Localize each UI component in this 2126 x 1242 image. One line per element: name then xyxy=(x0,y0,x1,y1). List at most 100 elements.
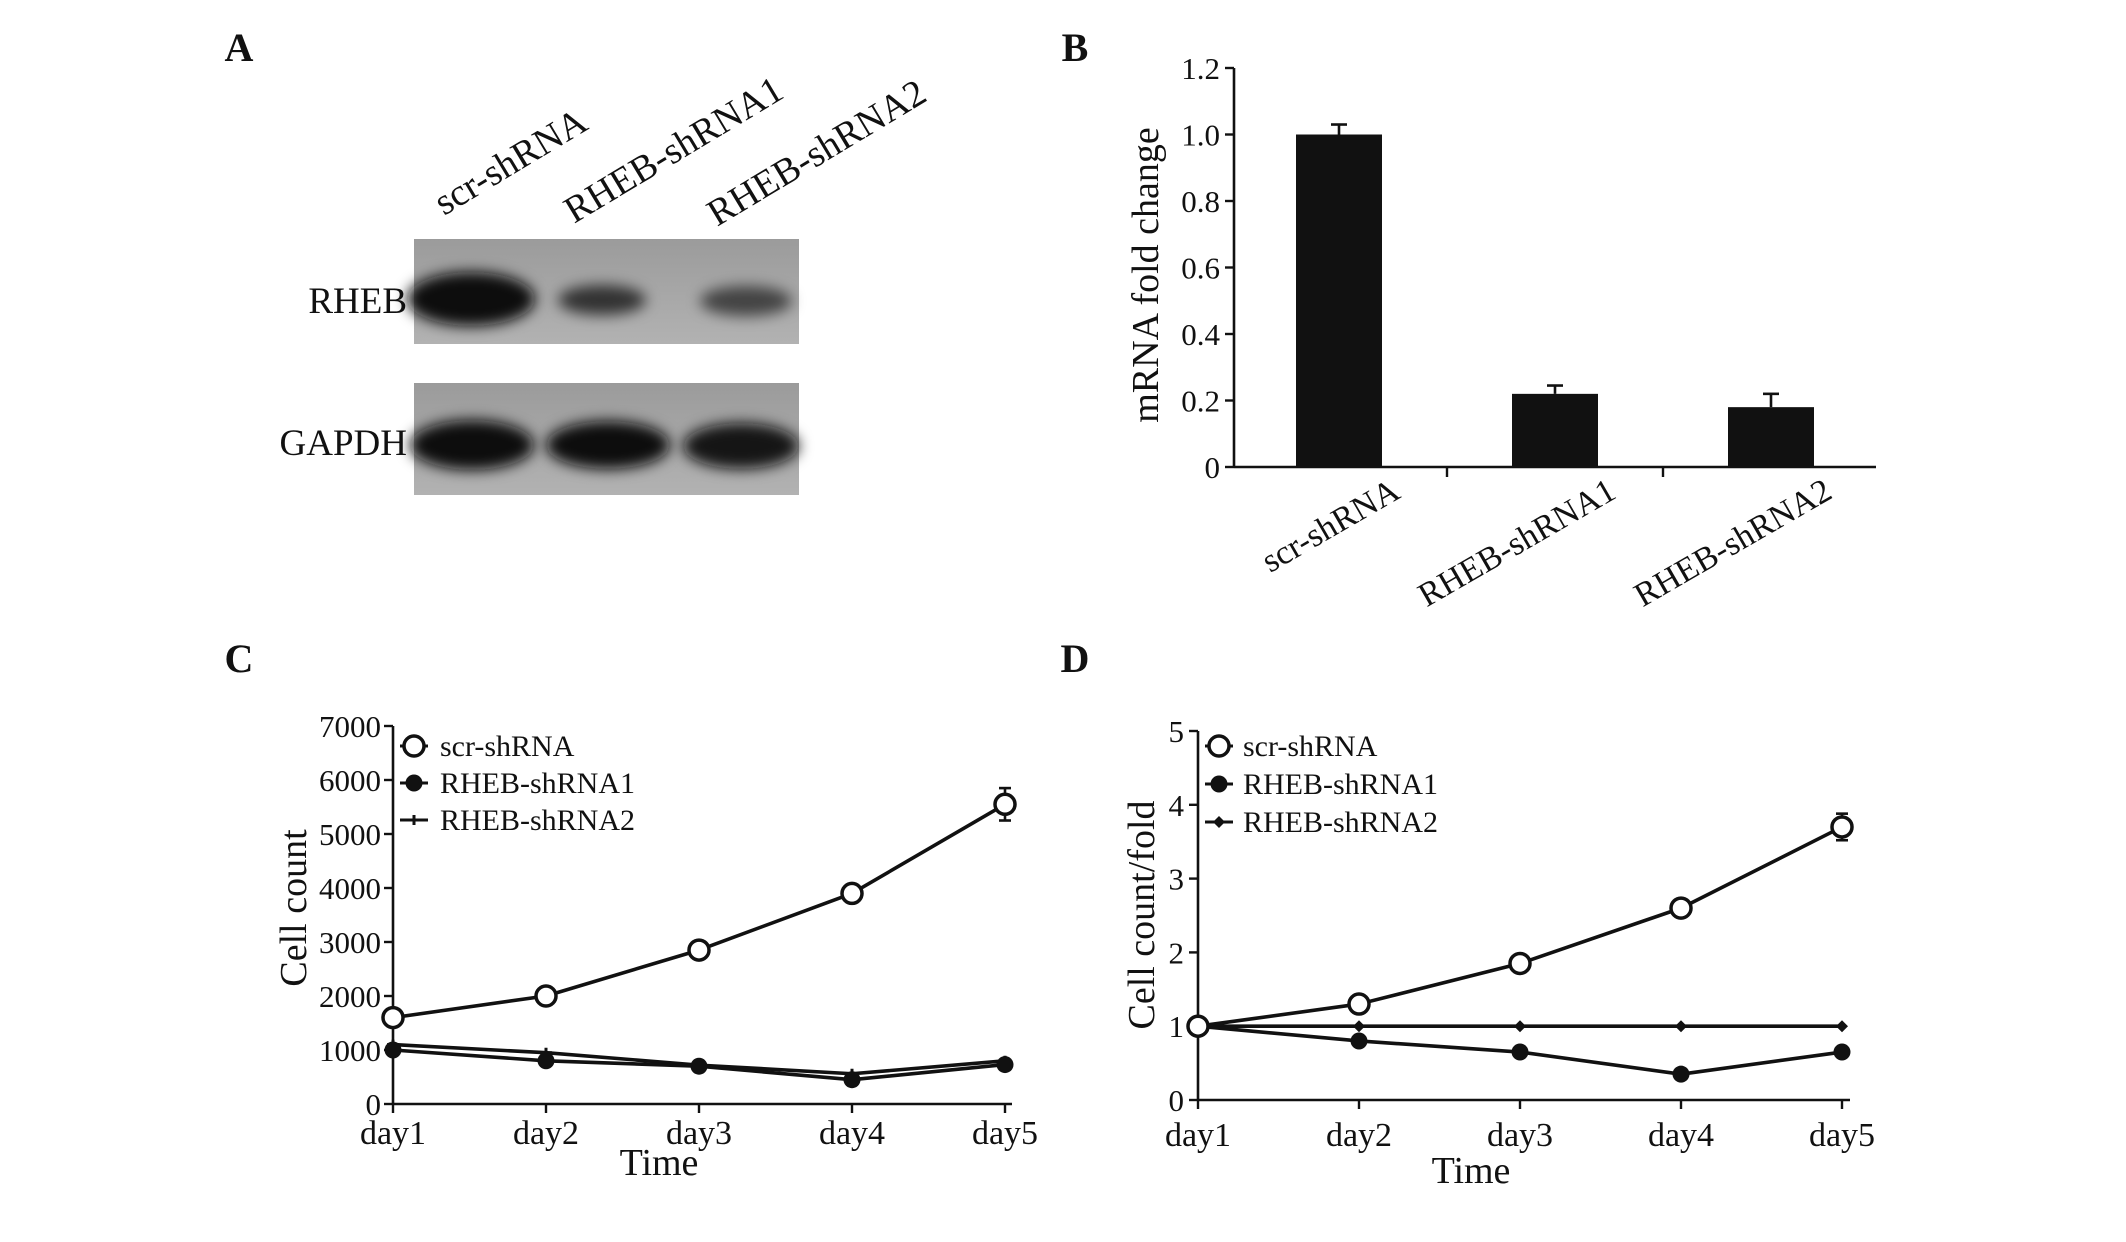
marker-filled-circle xyxy=(537,1052,555,1070)
x-tick-label: day3 xyxy=(666,1115,732,1152)
marker-open-circle xyxy=(534,984,558,1008)
marker-filled-circle xyxy=(1672,1065,1690,1083)
y-tick-label: 0.6 xyxy=(1181,251,1220,286)
legend-label: RHEB-shRNA2 xyxy=(440,804,635,837)
line-chart-plot: 0 1 2 3 4 5 day1 day2 day3 day4 day5 scr-shRNA RHEB-… xyxy=(1165,714,1875,1154)
legend-item: RHEB-shRNA1 xyxy=(1205,768,1438,801)
blot-band xyxy=(558,285,646,315)
marker-filled-circle xyxy=(843,1071,861,1089)
marker-filled-circle xyxy=(1210,775,1228,793)
y-tick-label: 7000 xyxy=(319,709,381,744)
y-tick-label: 1 xyxy=(1169,1009,1185,1044)
marker-diamond xyxy=(1836,1020,1848,1033)
blot-strip-rheb xyxy=(407,239,799,344)
x-tick-label: day5 xyxy=(1809,1117,1875,1154)
x-tick-label: day2 xyxy=(1326,1117,1392,1154)
y-axis-title: Cell count xyxy=(273,829,315,987)
legend-item: RHEB-shRNA2 xyxy=(1205,806,1438,839)
legend-label: scr-shRNA xyxy=(1243,730,1378,763)
y-tick-label: 0 xyxy=(366,1087,382,1122)
marker-filled-circle xyxy=(996,1056,1014,1074)
legend-item: RHEB-shRNA2 xyxy=(400,804,635,837)
marker-open-circle xyxy=(402,734,426,758)
y-tick-label: 4000 xyxy=(319,871,381,906)
x-axis-title: Time xyxy=(620,1142,699,1184)
legend: scr-shRNA RHEB-shRNA1 RHEB-shRNA2 xyxy=(1205,730,1438,839)
marker-open-circle xyxy=(1186,1014,1210,1038)
y-tick-label: 6000 xyxy=(319,763,381,798)
marker-filled-circle xyxy=(690,1057,708,1075)
blot-band xyxy=(700,286,792,316)
y-tick-label: 0.2 xyxy=(1181,384,1220,419)
legend-item: scr-shRNA xyxy=(1205,730,1378,763)
x-axis-title: Time xyxy=(1432,1150,1511,1192)
panel-letter-c: C xyxy=(225,636,254,681)
marker-open-circle xyxy=(1508,951,1532,976)
x-tick-label: day4 xyxy=(819,1115,885,1152)
marker-filled-circle xyxy=(1511,1043,1529,1061)
panel-c: C Cell count Time 0 1000 2000 3000 4000 5000 6… xyxy=(225,636,1038,1184)
legend: scr-shRNA RHEB-shRNA1 RHEB-shRNA2 xyxy=(400,730,635,837)
y-axis-title: mRNA fold change xyxy=(1125,127,1167,423)
blot-row-label-rheb: RHEB xyxy=(308,281,407,322)
y-tick-label: 3000 xyxy=(319,925,381,960)
y-tick-label: 1.2 xyxy=(1181,51,1220,86)
x-tick-label: day2 xyxy=(513,1115,579,1152)
blot-band xyxy=(407,272,535,326)
blot-band xyxy=(546,421,670,469)
blot-row-label-gapdh: GAPDH xyxy=(280,423,407,464)
panel-letter-b: B xyxy=(1062,25,1089,70)
legend-item: scr-shRNA xyxy=(400,730,575,763)
y-tick-label: 1000 xyxy=(319,1033,381,1068)
line-chart-plot: 0 1000 2000 3000 4000 5000 6000 7000 day1 day2 day… xyxy=(319,709,1038,1152)
panel-d: D Cell count/fold Time 0 1 2 3 4 5 day1 day2 day… xyxy=(1061,636,1875,1192)
marker-filled-circle xyxy=(384,1041,402,1059)
y-tick-label: 0.4 xyxy=(1181,317,1220,352)
y-tick-label: 0.8 xyxy=(1181,184,1220,219)
marker-filled-circle xyxy=(405,774,423,792)
y-tick-label: 0 xyxy=(1169,1083,1185,1118)
marker-diamond xyxy=(1514,1020,1526,1033)
y-tick-label: 5000 xyxy=(319,817,381,852)
marker-open-circle xyxy=(1669,896,1693,920)
y-tick-label: 4 xyxy=(1169,788,1185,823)
y-tick-label: 2000 xyxy=(319,979,381,1014)
legend-item: RHEB-shRNA1 xyxy=(400,767,635,800)
x-tick-label: day1 xyxy=(1165,1117,1231,1154)
marker-cross xyxy=(408,815,420,825)
legend-label: RHEB-shRNA1 xyxy=(1243,768,1438,801)
blot-band xyxy=(683,423,799,469)
y-axis-title: Cell count/fold xyxy=(1121,800,1163,1029)
marker-open-circle xyxy=(993,792,1017,817)
bar xyxy=(1728,407,1814,467)
marker-filled-circle xyxy=(1350,1032,1368,1050)
panel-letter-d: D xyxy=(1061,636,1090,681)
x-tick-label: day5 xyxy=(972,1115,1038,1152)
blot-band xyxy=(410,420,534,470)
legend-label: RHEB-shRNA1 xyxy=(440,767,635,800)
marker-open-circle xyxy=(687,938,711,962)
marker-filled-circle xyxy=(1833,1043,1851,1061)
marker-diamond xyxy=(1213,816,1225,828)
marker-open-circle xyxy=(1347,992,1371,1016)
marker-open-circle xyxy=(381,1005,405,1030)
y-tick-label: 0 xyxy=(1205,450,1221,485)
legend-label: scr-shRNA xyxy=(440,730,575,763)
y-tick-label: 2 xyxy=(1169,935,1185,970)
marker-diamond xyxy=(1675,1020,1687,1033)
x-tick-label: day4 xyxy=(1648,1117,1714,1154)
panel-letter-a: A xyxy=(225,25,254,70)
blot-strip-gapdh xyxy=(410,383,799,495)
x-tick-label: day1 xyxy=(360,1115,426,1152)
marker-open-circle xyxy=(840,881,864,906)
bar xyxy=(1296,134,1382,467)
y-tick-label: 3 xyxy=(1169,862,1185,897)
marker-diamond xyxy=(1353,1020,1365,1033)
bar xyxy=(1512,393,1598,467)
legend-label: RHEB-shRNA2 xyxy=(1243,806,1438,839)
x-tick-label: day3 xyxy=(1487,1117,1553,1154)
marker-open-circle xyxy=(1830,815,1854,839)
marker-open-circle xyxy=(1207,734,1231,758)
